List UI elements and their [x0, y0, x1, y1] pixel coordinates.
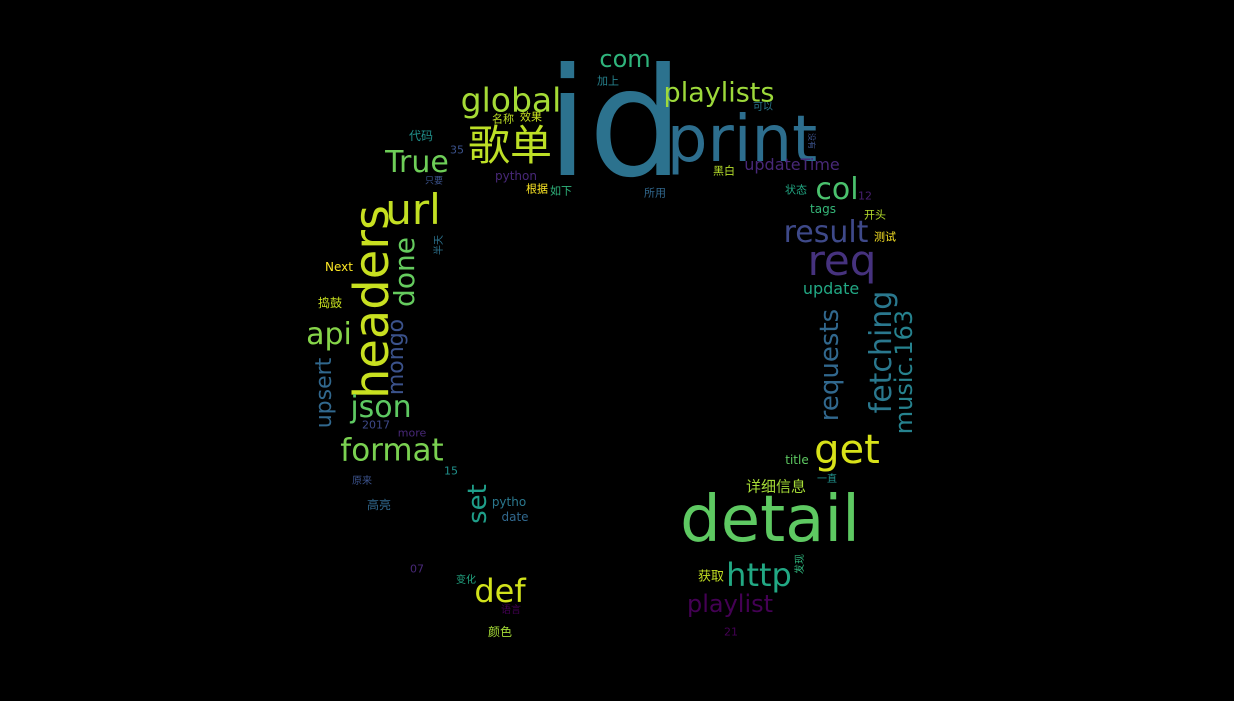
- word-originally-cn: 原来: [352, 476, 372, 487]
- word-http: http: [726, 556, 792, 594]
- word-only-cn: 只要: [424, 176, 444, 187]
- word-start-cn: 开头: [864, 208, 886, 222]
- word-playlists: playlists: [663, 77, 775, 109]
- word-status-cn: 状态: [785, 183, 807, 197]
- word-21: 21: [724, 625, 738, 639]
- word-bw-cn: 黑白: [713, 164, 735, 178]
- word-update: update: [802, 279, 860, 298]
- word-color-cn: 颜色: [487, 625, 513, 639]
- word-can-cn: 可以: [753, 102, 773, 113]
- word-id: id: [546, 37, 684, 211]
- word-pytho: pytho: [491, 495, 527, 509]
- word-mongo: mongo: [384, 318, 409, 396]
- word-upsert: upsert: [312, 357, 337, 429]
- word-2017: 2017: [362, 418, 390, 432]
- word-highlight-cn: 高亮: [366, 498, 392, 512]
- word-more: more: [397, 426, 427, 440]
- word-done: done: [388, 237, 421, 307]
- word-result: result: [783, 215, 869, 250]
- word-url: url: [385, 185, 441, 234]
- word-add-cn: 加上: [597, 74, 619, 88]
- word-effect-cn: 效果: [520, 110, 542, 124]
- word-35: 35: [450, 143, 464, 157]
- word-true: True: [385, 145, 449, 180]
- word-json: json: [350, 390, 412, 425]
- word-format: format: [340, 432, 444, 469]
- word-test-cn: 测试: [874, 230, 896, 244]
- word-detail-info: 详细信息: [745, 477, 807, 496]
- word-gedan: 歌单: [467, 121, 553, 170]
- word-07: 07: [410, 562, 424, 576]
- word-used-cn: 所用: [644, 186, 666, 200]
- word-code-cn: 代码: [408, 129, 434, 143]
- word-global: global: [460, 80, 562, 120]
- word-requests: requests: [815, 308, 845, 422]
- word-name-cn: 名称: [492, 112, 514, 126]
- word-get: get: [814, 427, 880, 473]
- word-12: 12: [858, 189, 872, 203]
- word-follows-cn: 如下: [550, 184, 572, 198]
- word-detail: detail: [680, 483, 860, 557]
- word-music163: music.163: [890, 309, 918, 435]
- word-def: def: [474, 572, 526, 610]
- word-python: python: [495, 169, 537, 183]
- word-next: Next: [325, 260, 353, 274]
- word-halfday-cn: 半天: [434, 235, 445, 255]
- word-none-cn: 没有: [807, 133, 816, 149]
- word-always-cn: 一直: [817, 474, 837, 485]
- word-title: title: [785, 453, 809, 467]
- word-discover-cn: 发现: [795, 554, 806, 574]
- word-change-cn: 变化: [456, 575, 476, 586]
- word-print: print: [666, 103, 818, 177]
- word-updatetime: updateTime: [744, 155, 840, 174]
- word-fetch-cn: 获取: [697, 569, 725, 585]
- word-req: req: [807, 236, 877, 285]
- word-language-cn: 语言: [501, 605, 521, 616]
- word-set: set: [463, 484, 493, 524]
- word-com: com: [599, 45, 651, 73]
- word-tags: tags: [810, 202, 836, 216]
- word-15: 15: [444, 464, 458, 478]
- word-col: col: [815, 172, 859, 207]
- word-playlist: playlist: [686, 590, 774, 618]
- word-basis-cn: 根据: [526, 182, 548, 196]
- word-date: date: [501, 510, 529, 524]
- word-tinker-cn: 捣鼓: [317, 296, 343, 310]
- word-api: api: [306, 317, 352, 352]
